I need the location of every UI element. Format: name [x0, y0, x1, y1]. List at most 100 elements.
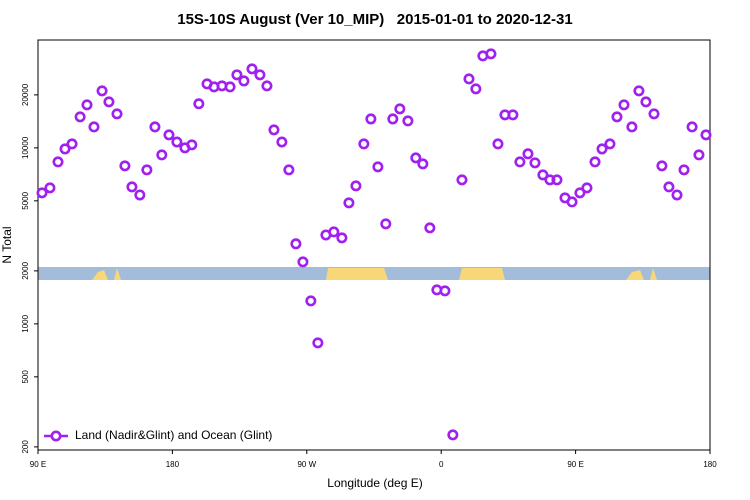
point: [537, 169, 549, 181]
point: [336, 232, 348, 244]
point: [81, 99, 93, 111]
point: [380, 218, 392, 230]
point: [447, 429, 459, 441]
point: [268, 124, 280, 136]
plot-frame: [37, 39, 711, 451]
point: [640, 96, 652, 108]
point: [387, 113, 399, 125]
point: [238, 75, 250, 87]
point: [394, 103, 406, 115]
point: [693, 149, 705, 161]
point: [678, 164, 690, 176]
y-tick-label: 20000: [21, 83, 30, 106]
x-tick-label: 0: [439, 460, 444, 469]
point: [485, 48, 497, 60]
point: [254, 69, 266, 81]
point: [193, 98, 205, 110]
land-patch: [650, 268, 657, 280]
point: [261, 80, 273, 92]
point: [297, 256, 309, 268]
point: [522, 148, 534, 160]
point: [544, 174, 556, 186]
point: [66, 138, 78, 150]
point: [119, 160, 131, 172]
point: [463, 73, 475, 85]
y-tick-label: 1000: [21, 314, 30, 332]
point: [410, 152, 422, 164]
point: [514, 156, 526, 168]
point: [246, 63, 258, 75]
point: [52, 156, 64, 168]
point: [59, 143, 71, 155]
land-patch: [459, 268, 505, 280]
point: [656, 160, 668, 172]
x-tick-label: 90 E: [567, 460, 583, 469]
point: [604, 138, 616, 150]
point: [134, 189, 146, 201]
point: [663, 181, 675, 193]
map-strip: [38, 267, 710, 280]
point: [88, 121, 100, 133]
y-tick-label: 2000: [21, 261, 30, 279]
series: [36, 48, 712, 441]
point: [372, 161, 384, 173]
y-tick-label: 500: [21, 370, 30, 384]
x-tick-label: 90 W: [297, 460, 316, 469]
point: [36, 187, 48, 199]
legend-label: Land (Nadir&Glint) and Ocean (Glint): [75, 428, 272, 442]
point: [111, 108, 123, 120]
x-tick-label: 180: [703, 460, 717, 469]
point: [402, 115, 414, 127]
y-tick-label: 5000: [21, 191, 30, 209]
point: [231, 69, 243, 81]
point: [149, 121, 161, 133]
land-patch: [626, 270, 644, 280]
point: [618, 99, 630, 111]
point: [470, 83, 482, 95]
point: [596, 143, 608, 155]
point: [686, 121, 698, 133]
point: [551, 174, 563, 186]
point: [44, 182, 56, 194]
point: [126, 181, 138, 193]
land-patch: [92, 270, 108, 280]
point: [74, 111, 86, 123]
point: [581, 182, 593, 194]
point: [424, 222, 436, 234]
point: [417, 158, 429, 170]
point: [566, 196, 578, 208]
point: [365, 113, 377, 125]
x-axis-label: Longitude (deg E): [327, 476, 422, 490]
point: [358, 138, 370, 150]
point: [312, 337, 324, 349]
point: [671, 189, 683, 201]
point: [456, 174, 468, 186]
point: [186, 139, 198, 151]
point: [305, 295, 317, 307]
y-tick-label: 10000: [21, 136, 30, 159]
point: [633, 85, 645, 97]
point: [103, 96, 115, 108]
land-patch: [114, 268, 121, 280]
point: [439, 285, 451, 297]
x-tick-label: 180: [166, 460, 180, 469]
point: [163, 129, 175, 141]
point: [276, 136, 288, 148]
point: [96, 85, 108, 97]
point: [611, 111, 623, 123]
point: [492, 138, 504, 150]
point: [648, 108, 660, 120]
point: [224, 81, 236, 93]
chart-title: 15S-10S August (Ver 10_MIP) 2015-01-01 t…: [177, 11, 572, 28]
point: [141, 164, 153, 176]
point: [343, 197, 355, 209]
point: [589, 156, 601, 168]
point: [283, 164, 295, 176]
point: [507, 109, 519, 121]
point: [328, 226, 340, 238]
y-tick-label: 200: [21, 440, 30, 454]
point: [290, 238, 302, 250]
point: [156, 149, 168, 161]
